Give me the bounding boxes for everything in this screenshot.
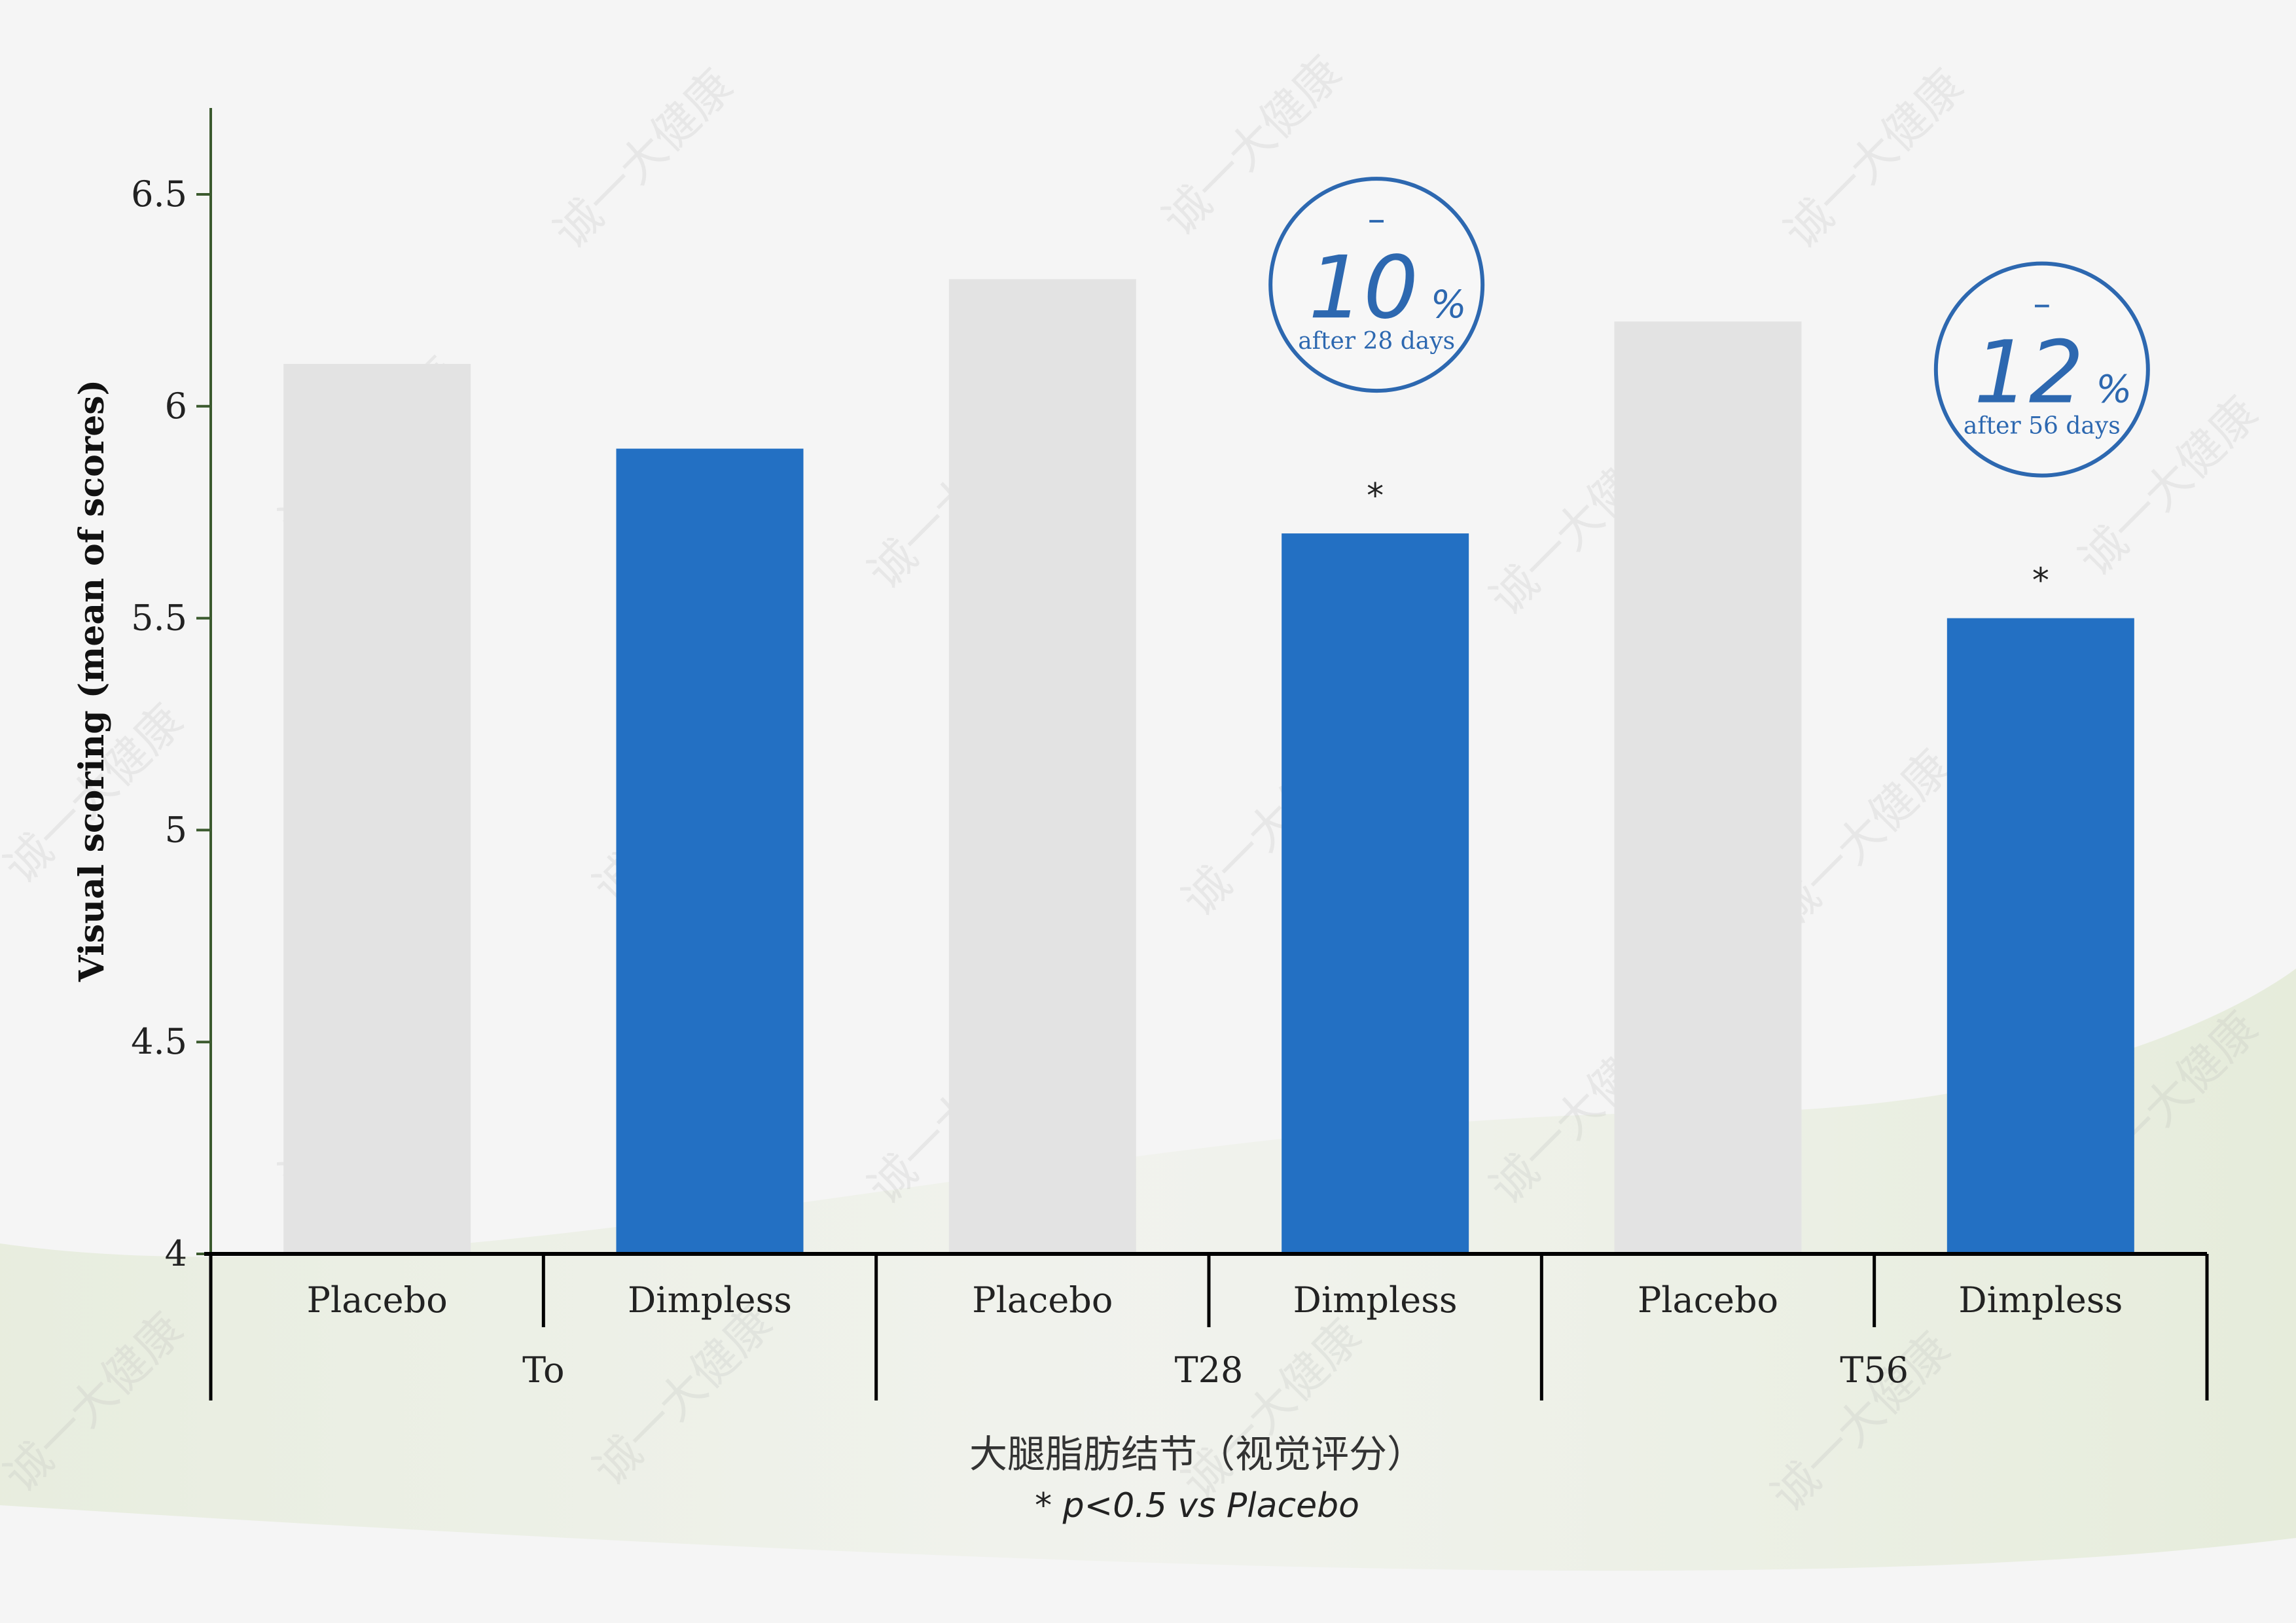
group-label: To [522,1349,564,1391]
badge-circle [1933,261,2150,478]
y-tick-label: 4.5 [131,1021,187,1062]
badge-caption: after 56 days [1964,413,2121,440]
significance-marker: * [1367,476,1384,516]
bars-group: ** [283,279,2134,1254]
group-label: T56 [1840,1349,1909,1391]
bar-placebo [948,279,1136,1254]
badge-minus: – [1368,198,1386,240]
badge-value: 12 [1974,323,2084,423]
bar-placebo [1614,321,1802,1254]
reduction-badge: –10 %after 28 days [1268,177,1485,393]
category-label: Placebo [307,1279,448,1321]
bar-dimpless [616,448,804,1254]
category-label: Placebo [1638,1279,1778,1321]
y-tick-label: 5.5 [131,597,187,639]
category-label: Dimpless [1958,1279,2123,1321]
badges-group: –10 %after 28 days–12 %after 56 days [1268,177,2150,478]
badge-caption: after 28 days [1298,328,1455,355]
badge-unit: % [2096,367,2132,412]
bar-dimpless [1946,618,2134,1254]
x-axis-title: 大腿脂肪结节（视觉评分） [969,1432,1425,1476]
y-tick-label: 6 [165,385,187,427]
y-tick-label: 4 [165,1233,187,1274]
badge-unit: % [1431,282,1467,327]
category-label: Placebo [972,1279,1113,1321]
y-tick-label: 5 [165,809,187,850]
badge-circle [1268,177,1485,393]
badge-value: 10 [1308,238,1418,338]
footnote: * p<0.5 vs Placebo [1035,1486,1359,1525]
significance-marker: * [2032,562,2049,601]
y-tick-label: 6.5 [131,173,187,215]
bar-dimpless [1282,533,1469,1254]
badge-minus: – [2033,283,2051,325]
bar-placebo [283,364,471,1254]
category-label: Dimpless [1293,1279,1458,1321]
reduction-badge: –12 %after 56 days [1933,261,2150,478]
group-label: T28 [1175,1349,1244,1391]
axes-group: 4 4.5 5 5.5 6 6.5 To T28 T56 Placebo Dimpless Place… [131,108,2209,1400]
labels-group: Visual scoring (mean of scores) 大腿脂肪结节（视… [72,380,1425,1525]
category-label: Dimpless [628,1279,792,1321]
y-axis-label: Visual scoring (mean of scores) [72,380,112,982]
